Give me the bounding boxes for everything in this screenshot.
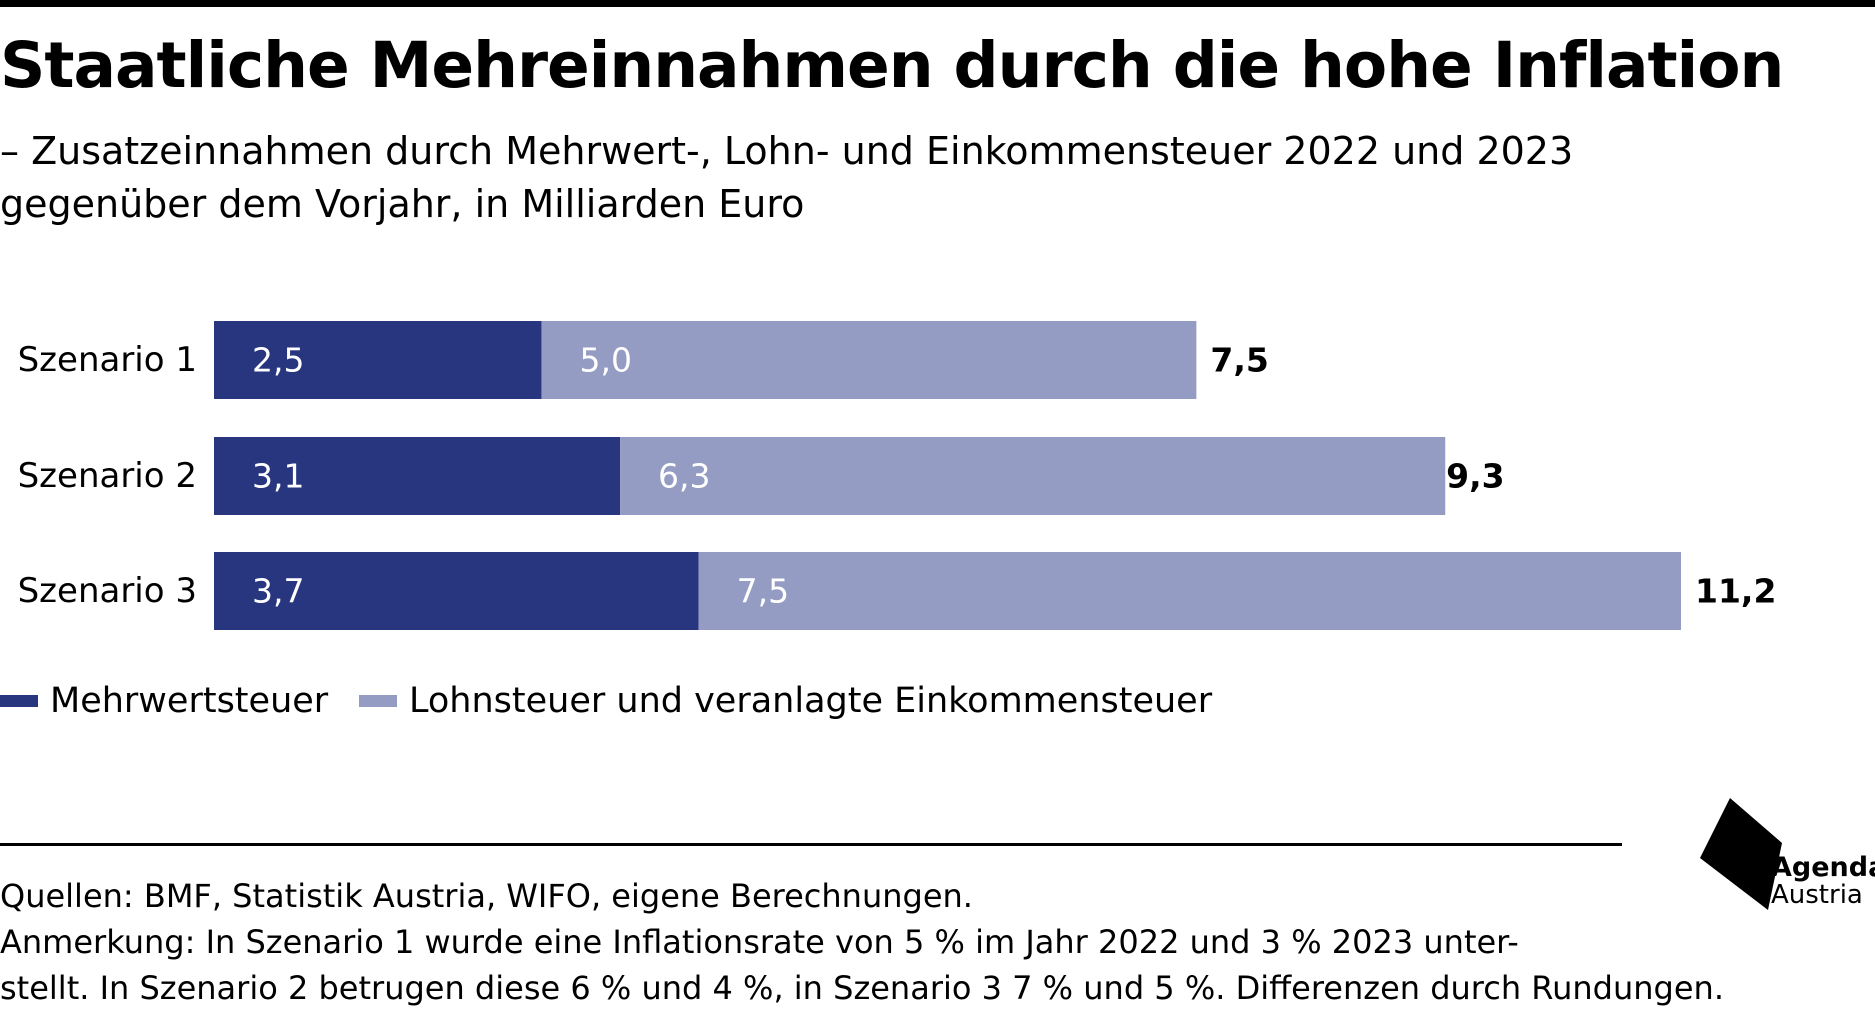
logo-text-agenda: Agenda <box>1771 852 1875 883</box>
top-rule <box>0 0 1875 7</box>
bar-segment-mehrwertsteuer <box>214 437 621 515</box>
bar-value-label: 2,5 <box>252 341 304 380</box>
legend-item-lohnsteuer: Lohnsteuer und veranlagte Einkommensteue… <box>359 677 1212 725</box>
subtitle-line-1: – Zusatzeinnahmen durch Mehrwert-, Lohn-… <box>0 129 1574 173</box>
legend-swatch-lohnsteuer <box>359 695 397 707</box>
stacked-bar-chart: Szenario 1 2,5 5,0 7,5 Szenario 2 3,1 6,3 9,3 Sz… <box>18 321 1776 630</box>
legend-label-mehrwertsteuer: Mehrwertsteuer <box>50 681 329 721</box>
category-label: Szenario 2 <box>18 456 197 496</box>
category-label: Szenario 3 <box>18 571 197 611</box>
bar-value-label: 3,7 <box>252 572 304 611</box>
bar-value-label: 7,5 <box>737 572 789 611</box>
bar-total-label: 11,2 <box>1695 572 1776 611</box>
footer-sources: Quellen: BMF, Statistik Austria, WIFO, e… <box>0 877 973 915</box>
bar-value-label: 5,0 <box>579 341 631 380</box>
bar-segment-mehrwertsteuer <box>214 321 542 399</box>
bar-segment-lohnsteuer <box>620 437 1446 515</box>
legend-swatch-mehrwertsteuer <box>0 695 38 707</box>
logo-text-austria: Austria <box>1771 880 1863 910</box>
bar-segment-lohnsteuer <box>541 321 1197 399</box>
chart-footer: Quellen: BMF, Statistik Austria, WIFO, e… <box>0 873 1860 1011</box>
footer-note-line-1: Anmerkung: In Szenario 1 wurde eine Infl… <box>0 923 1519 961</box>
subtitle-line-2: gegenüber dem Vorjahr, in Milliarden Eur… <box>0 182 805 226</box>
chart-title: Staatliche Mehreinnahmen durch die hohe … <box>0 29 1784 102</box>
legend-item-mehrwertsteuer: Mehrwertsteuer <box>0 677 328 725</box>
chart-subtitle: – Zusatzeinnahmen durch Mehrwert-, Lohn-… <box>0 125 1780 231</box>
legend-label-lohnsteuer: Lohnsteuer und veranlagte Einkommensteue… <box>409 681 1213 721</box>
bar-value-label: 3,1 <box>252 457 304 496</box>
agenda-austria-logo: Agenda Austria <box>1700 798 1875 910</box>
footer-rule <box>0 843 1622 846</box>
bar-total-label: 9,3 <box>1446 457 1504 496</box>
footer-note-line-2: stellt. In Szenario 2 betrugen diese 6 %… <box>0 969 1724 1007</box>
logo-mark-icon <box>1700 798 1782 910</box>
bar-value-label: 6,3 <box>658 457 710 496</box>
category-label: Szenario 1 <box>18 340 197 380</box>
bar-segment-mehrwertsteuer <box>214 552 699 630</box>
bar-total-label: 7,5 <box>1210 341 1268 380</box>
bar-segment-lohnsteuer <box>698 552 1681 630</box>
